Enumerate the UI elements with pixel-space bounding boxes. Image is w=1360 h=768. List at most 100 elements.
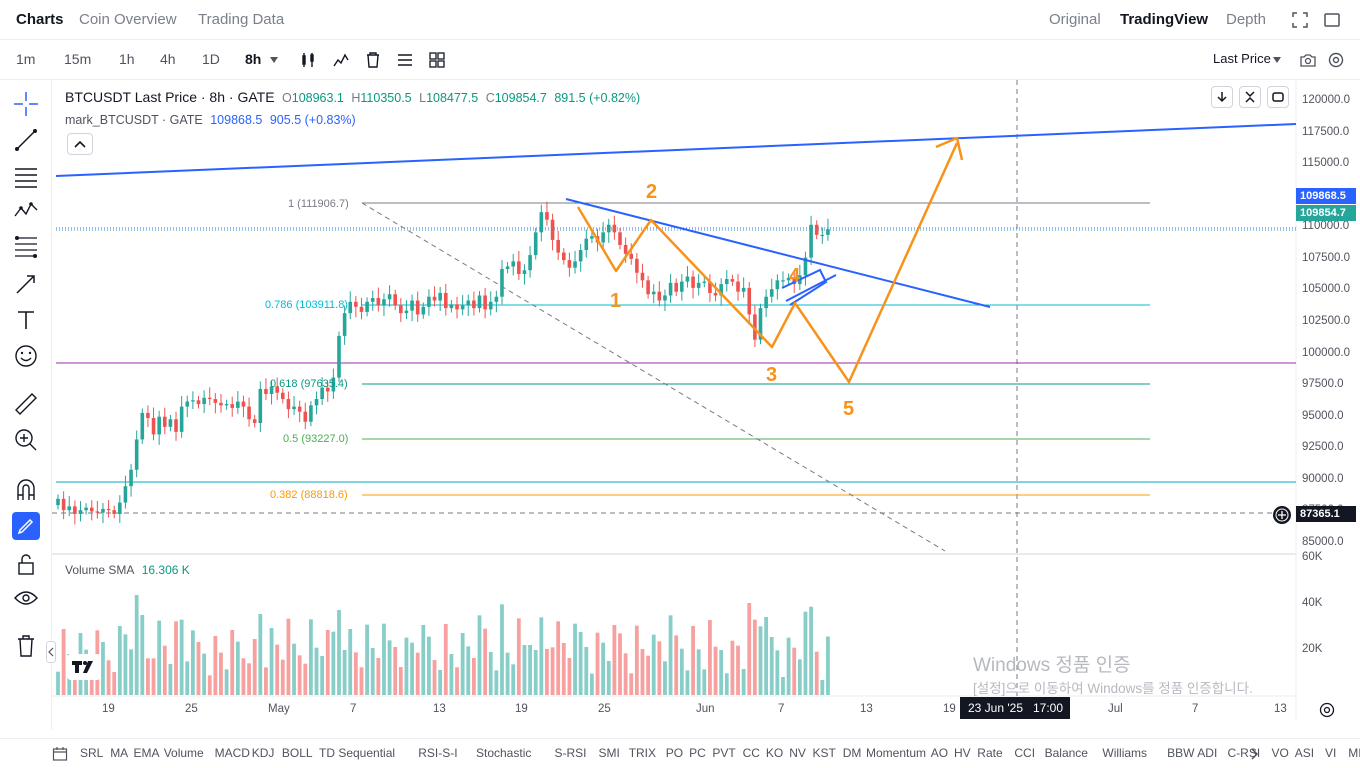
drawing-mode-icon[interactable]: [12, 512, 40, 540]
list-icon[interactable]: [396, 51, 414, 69]
indicator-kst[interactable]: KST: [812, 746, 836, 760]
arrow-down-icon: [1217, 92, 1227, 103]
emoji-icon[interactable]: [12, 342, 40, 370]
timeframe-1d[interactable]: 1D: [202, 51, 220, 67]
indicator-ma[interactable]: MA: [110, 746, 129, 760]
indicator-momentum[interactable]: Momentum: [866, 746, 927, 760]
indicator-hv[interactable]: HV: [954, 746, 971, 760]
trash-icon[interactable]: [364, 51, 382, 69]
volume-bar: [112, 672, 117, 695]
volume-bar: [769, 637, 774, 695]
indicator-s-rsi[interactable]: S-RSI: [554, 746, 587, 760]
indicator-adi[interactable]: ADI: [1197, 746, 1218, 760]
window-icon[interactable]: [1324, 12, 1340, 28]
calendar-icon[interactable]: [52, 746, 68, 762]
fullscreen-icon[interactable]: [1292, 12, 1308, 28]
collapse-button[interactable]: [1239, 86, 1261, 108]
indicator-bbw[interactable]: BBW: [1167, 746, 1195, 760]
indicator-ao[interactable]: AO: [930, 746, 949, 760]
indicator-vo[interactable]: VO: [1271, 746, 1289, 760]
indicator-cci[interactable]: CCI: [1014, 746, 1036, 760]
pattern-icon[interactable]: [12, 196, 40, 224]
indicator-volume[interactable]: Volume: [163, 746, 204, 760]
indicator-pc[interactable]: PC: [689, 746, 706, 760]
indicator-mi[interactable]: MI: [1348, 746, 1360, 760]
indicator-cc[interactable]: CC: [742, 746, 760, 760]
indicator-nv[interactable]: NV: [789, 746, 806, 760]
candle-body: [651, 291, 656, 295]
timeframe-4h[interactable]: 4h: [160, 51, 176, 67]
indicator-stochastic[interactable]: Stochastic: [476, 746, 532, 760]
timeframe-15m[interactable]: 15m: [64, 51, 92, 67]
view-depth[interactable]: Depth: [1226, 11, 1267, 28]
ruler-icon[interactable]: [12, 390, 40, 418]
camera-icon[interactable]: [1299, 51, 1317, 69]
lock-icon[interactable]: [12, 550, 40, 578]
trendline-icon[interactable]: [12, 126, 40, 154]
resistance-trend-line[interactable]: [565, 198, 991, 308]
tab-coin-overview[interactable]: Coin Overview: [79, 11, 177, 28]
price-type-select[interactable]: Last Price: [1213, 51, 1271, 66]
indicator-williams[interactable]: Williams: [1102, 746, 1148, 760]
chevron-right-icon[interactable]: [1250, 748, 1260, 760]
indicator-rsi-s-i[interactable]: RSI-S-I: [418, 746, 458, 760]
indicator-asi[interactable]: ASI: [1294, 746, 1315, 760]
text-tool-icon[interactable]: [12, 306, 40, 334]
magnet-icon[interactable]: [12, 476, 40, 504]
candles-icon[interactable]: [300, 51, 318, 69]
candle-body: [449, 304, 454, 309]
scroll-down-button[interactable]: [1211, 86, 1233, 108]
long-trend-line[interactable]: [55, 123, 1297, 177]
fib-tool-icon[interactable]: [12, 232, 40, 260]
indicator-rate[interactable]: Rate: [977, 746, 1003, 760]
zoom-in-icon[interactable]: [12, 426, 40, 454]
pennant-lower[interactable]: [785, 274, 837, 302]
eye-icon[interactable]: [12, 584, 40, 612]
indicator-po[interactable]: PO: [665, 746, 684, 760]
collapse-legend-button[interactable]: [67, 133, 93, 155]
chevron-down-icon[interactable]: [1273, 57, 1281, 63]
indicator-ko[interactable]: KO: [765, 746, 784, 760]
indicator-trix[interactable]: TRIX: [628, 746, 657, 760]
chart-settings-icon[interactable]: [1318, 701, 1336, 719]
tab-charts[interactable]: Charts: [16, 11, 64, 28]
fib-retracement[interactable]: [56, 202, 1296, 552]
indicator-boll[interactable]: BOLL: [281, 746, 313, 760]
settings-icon[interactable]: [1327, 51, 1345, 69]
pennant-upper[interactable]: [781, 268, 828, 306]
indicator-td-sequential[interactable]: TD Sequential: [319, 746, 396, 760]
volume-bar: [668, 615, 673, 695]
view-original[interactable]: Original: [1049, 11, 1101, 28]
indicator-dm[interactable]: DM: [842, 746, 862, 760]
indicator-pvt[interactable]: PVT: [712, 746, 736, 760]
maximize-button[interactable]: [1267, 86, 1289, 108]
crosshair-icon[interactable]: [12, 90, 40, 118]
timeframe-1m[interactable]: 1m: [16, 51, 36, 67]
indicator-balance[interactable]: Balance: [1044, 746, 1088, 760]
layout-grid-icon[interactable]: [428, 51, 446, 69]
drawings[interactable]: [55, 123, 1297, 384]
tab-trading-data[interactable]: Trading Data: [198, 11, 285, 28]
indicator-srl[interactable]: SRL: [80, 746, 104, 760]
arrow-tool-icon[interactable]: [12, 270, 40, 298]
expand-pane-button[interactable]: [46, 641, 56, 663]
candle-body: [157, 416, 161, 435]
timeframe-1h[interactable]: 1h: [119, 51, 135, 67]
indicator-macd[interactable]: MACD: [214, 746, 250, 760]
indicator-smi[interactable]: SMI: [598, 746, 620, 760]
view-tradingview[interactable]: TradingView: [1120, 11, 1209, 28]
symbol-title[interactable]: BTCUSDT Last Price · 8h · GATE: [65, 89, 275, 105]
add-alert-button[interactable]: [1273, 506, 1291, 524]
indicator-vi[interactable]: VI: [1325, 746, 1337, 760]
volume-bar: [702, 669, 707, 695]
candle-body: [84, 507, 88, 511]
indicator-ema[interactable]: EMA: [133, 746, 160, 760]
indicator-kdj[interactable]: KDJ: [251, 746, 275, 760]
elliott-wave-path[interactable]: [576, 142, 959, 384]
delete-drawings-icon[interactable]: [12, 632, 40, 660]
indicators-icon[interactable]: [332, 51, 350, 69]
horizontal-lines-icon[interactable]: [12, 162, 40, 190]
chevron-down-icon[interactable]: [270, 57, 278, 63]
timeframe-8h[interactable]: 8h: [245, 51, 262, 67]
